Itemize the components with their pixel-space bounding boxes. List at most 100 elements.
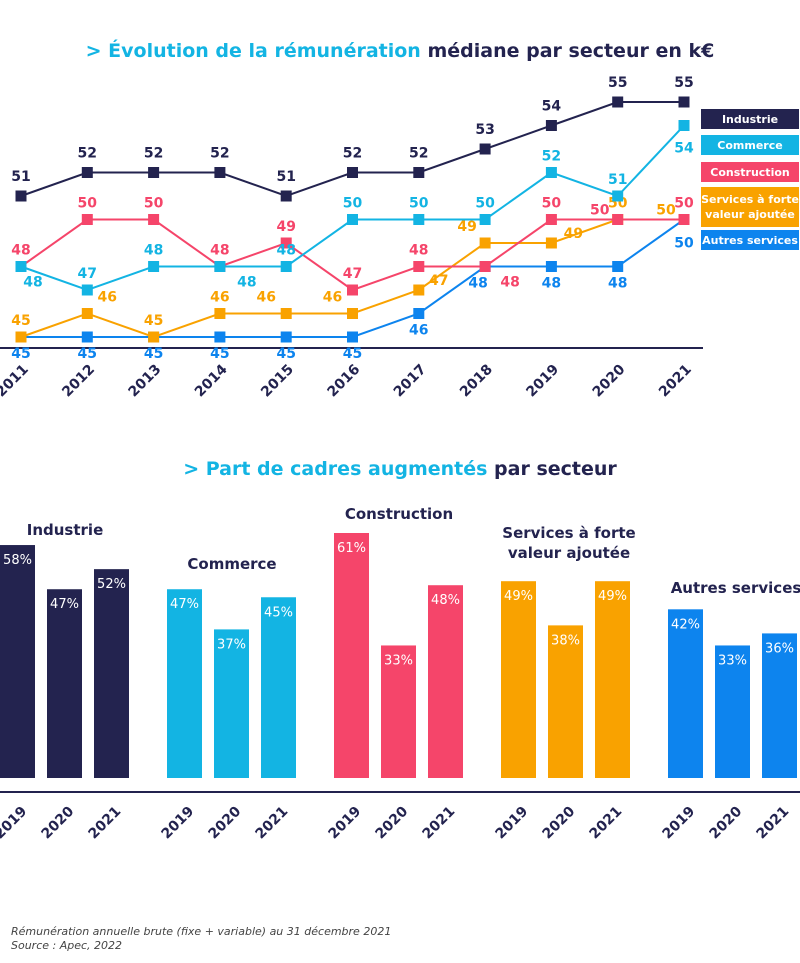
bar: [167, 589, 202, 778]
bar-value-label: 48%: [431, 593, 460, 608]
data-label: 48: [237, 275, 256, 291]
legend-label: Autres services: [702, 234, 798, 247]
data-label: 52: [409, 146, 428, 162]
bar: [428, 585, 463, 778]
bar: [214, 629, 249, 778]
series-industrie: 51 52 52 52 51 52 52 53 54 55 55: [11, 75, 694, 202]
data-point: [413, 261, 425, 272]
data-point: [148, 214, 160, 225]
data-label: 46: [256, 290, 275, 306]
legend-label: Construction: [710, 166, 789, 179]
x-tick-label: 2020: [205, 803, 244, 842]
legend-swatch: [701, 162, 799, 182]
bar-group-commerce: Commerce 47% 2019 37% 2020 45% 2021: [158, 555, 296, 842]
data-label: 49: [457, 219, 476, 235]
bar: [501, 581, 536, 778]
data-label: 50: [144, 196, 164, 212]
data-label: 52: [144, 146, 163, 162]
x-tick-label: 2019: [492, 804, 531, 843]
x-tick-label: 2014: [192, 361, 231, 400]
data-label: 50: [343, 196, 363, 212]
data-label: 48: [23, 275, 42, 291]
line-chart-title: > Évolution de la rémunération médiane p…: [0, 40, 800, 62]
x-tick-label: 2015: [258, 362, 297, 401]
data-point: [148, 331, 160, 343]
line-title-highlight: > Évolution de la rémunération: [85, 40, 421, 62]
data-label: 48: [608, 276, 627, 292]
data-point: [148, 167, 160, 178]
data-point: [413, 167, 425, 178]
data-point: [148, 261, 160, 272]
data-point: [413, 308, 425, 319]
data-label: 48: [276, 243, 295, 259]
x-tick-label: 2020: [38, 803, 77, 842]
data-point: [612, 261, 624, 272]
data-label: 49: [276, 219, 295, 235]
data-label: 52: [78, 146, 97, 162]
bar: [261, 597, 296, 778]
data-point: [545, 261, 557, 272]
data-point: [347, 308, 358, 319]
data-point: [479, 214, 491, 225]
x-tick-label: 2012: [59, 362, 98, 401]
legend-item-services-a-forte-valeur-ajoutee: Services à forte valeur ajoutée: [701, 187, 799, 227]
group-label: Autres services: [671, 579, 800, 597]
data-label: 50: [590, 203, 610, 219]
x-tick-label: 2017: [391, 362, 430, 401]
data-label: 45: [144, 346, 163, 362]
legend-label: Services à forte valeur ajoutée: [701, 193, 799, 221]
x-tick-label: 2013: [126, 362, 165, 401]
data-label: 47: [343, 266, 362, 282]
data-point: [612, 190, 624, 202]
data-label: 51: [11, 169, 30, 185]
x-tick-label: 2021: [753, 804, 792, 843]
legend-swatch: [701, 135, 799, 155]
data-point: [545, 120, 557, 131]
x-tick-label: 2021: [586, 804, 625, 843]
data-point: [280, 261, 292, 272]
data-label: 52: [210, 146, 229, 162]
data-label: 50: [475, 196, 495, 212]
bar-value-label: 38%: [551, 633, 580, 648]
x-tick-label: 2020: [590, 361, 629, 400]
data-label: 54: [542, 99, 562, 115]
data-label: 45: [276, 346, 295, 362]
x-tick-label: 2016: [324, 362, 363, 401]
legend-swatch: [701, 109, 799, 129]
bar: [548, 625, 583, 778]
data-label: 54: [674, 141, 694, 157]
data-label: 50: [674, 236, 694, 252]
x-tick-label: 2021: [419, 804, 458, 843]
bar-value-label: 45%: [264, 605, 293, 620]
data-point: [347, 167, 358, 178]
data-point: [280, 331, 292, 343]
data-point: [15, 190, 27, 202]
data-label: 47: [429, 273, 448, 289]
data-label: 45: [11, 346, 30, 362]
line-chart-legend: Industrie Commerce Construction Services à …: [701, 109, 799, 250]
x-tick-label: 2019: [158, 804, 197, 843]
data-point: [214, 331, 226, 343]
x-tick-label: 2019: [659, 804, 698, 843]
data-point: [280, 237, 292, 249]
data-label: 45: [144, 313, 163, 329]
data-label: 50: [674, 196, 694, 212]
data-label: 48: [500, 275, 519, 291]
bar-value-label: 52%: [97, 577, 126, 592]
x-tick-label: 2020: [539, 803, 578, 842]
bar-value-label: 49%: [598, 589, 627, 604]
group-label: Industrie: [27, 521, 104, 539]
data-label: 55: [674, 75, 693, 91]
data-label: 51: [608, 172, 627, 188]
data-label: 46: [323, 290, 342, 306]
data-label: 46: [409, 323, 428, 339]
bar-value-label: 33%: [718, 653, 747, 668]
x-tick-label: 2019: [523, 362, 562, 401]
group-label: Construction: [345, 505, 453, 523]
data-point: [612, 214, 624, 225]
line-chart-x-ticks: 2011 2012 2013 2014 2015 2016 2017 2018 2019 2020…: [0, 361, 695, 400]
data-point: [545, 214, 557, 225]
data-point: [81, 167, 93, 178]
data-label: 48: [210, 243, 229, 259]
x-tick-label: 2011: [0, 362, 32, 401]
